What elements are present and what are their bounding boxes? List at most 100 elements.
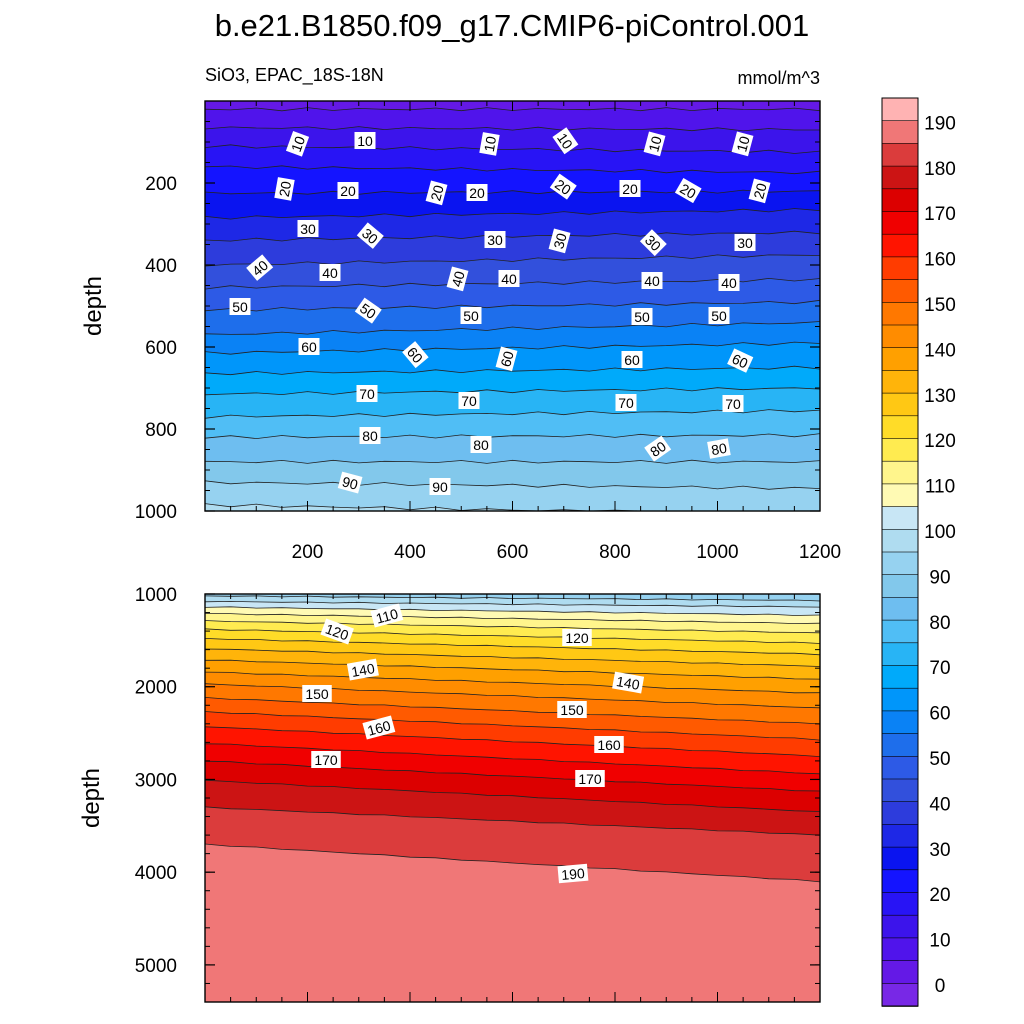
- colorbar-label: 170: [924, 204, 956, 225]
- svg-text:150: 150: [560, 702, 584, 718]
- colorbar-label: 70: [929, 658, 950, 679]
- contour-label: 70: [722, 395, 744, 412]
- x-tick-label: 1000: [696, 542, 738, 563]
- contour-line: [204, 806, 821, 836]
- contour-band: [205, 231, 820, 267]
- contour-band: [205, 743, 820, 791]
- colorbar-label: 10: [929, 931, 950, 952]
- contour-label: 90: [337, 471, 363, 494]
- colorbar-swatch: [881, 846, 919, 871]
- upper-contour-labels: 10 10 10 10 10 10 20 20 20 20 20 20 20 20 30 30 30 30 30 30…: [229, 127, 771, 495]
- contour-label: 50: [229, 298, 251, 315]
- colorbar-swatch: [881, 97, 919, 122]
- contour-band: [205, 278, 820, 311]
- colorbar-swatch: [881, 143, 919, 167]
- svg-text:30: 30: [487, 232, 503, 248]
- y-tick-label: 1000: [135, 502, 177, 523]
- contour-line: [204, 208, 821, 220]
- x-tick-label: 600: [497, 542, 529, 563]
- contour-band: [205, 606, 820, 624]
- contour-line: [204, 144, 821, 154]
- x-tick-label: 800: [599, 542, 631, 563]
- contour-label: 30: [639, 229, 667, 257]
- contour-line: [204, 480, 821, 490]
- y-tick-label: 1000: [135, 585, 177, 606]
- svg-text:70: 70: [725, 396, 741, 412]
- contour-line: [204, 671, 821, 694]
- colorbar-label: 130: [924, 386, 956, 407]
- contour-label: 60: [298, 338, 320, 355]
- svg-text:90: 90: [432, 479, 448, 495]
- contour-band: [205, 649, 820, 680]
- contour-label: 60: [727, 348, 754, 373]
- contour-label: 30: [734, 234, 756, 251]
- subtitle-left: SiO3, EPAC_18S-18N: [205, 65, 384, 86]
- colorbar-label: 90: [929, 567, 950, 588]
- svg-text:10: 10: [481, 135, 499, 153]
- contour-line: [204, 365, 821, 376]
- contour-band: [205, 697, 820, 741]
- contour-line: [204, 638, 821, 656]
- contour-label: 170: [311, 751, 341, 768]
- svg-text:160: 160: [597, 737, 621, 753]
- upper-panel: 10 10 10 10 10 10 20 20 20 20 20 20 20 20 30 30 30 30 30 30…: [80, 100, 841, 563]
- colorbar-swatch: [881, 256, 919, 281]
- svg-text:60: 60: [730, 350, 751, 371]
- svg-text:20: 20: [622, 181, 638, 197]
- colorbar-label: 160: [924, 250, 956, 271]
- contour-band: [205, 638, 820, 667]
- contour-label: 150: [302, 685, 332, 702]
- colorbar-swatch: [881, 642, 919, 667]
- contour-band: [205, 601, 820, 616]
- contour-label: 10: [643, 131, 666, 157]
- svg-text:20: 20: [677, 180, 699, 202]
- contour-line: [204, 606, 821, 616]
- contour-label: 170: [575, 770, 605, 787]
- contour-label: 20: [466, 184, 488, 201]
- contour-label: 40: [498, 270, 520, 287]
- svg-text:10: 10: [733, 134, 753, 153]
- contour-line: [204, 459, 821, 464]
- x-tick-label: 400: [394, 542, 426, 563]
- contour-label: 140: [346, 658, 379, 681]
- svg-text:170: 170: [314, 752, 338, 768]
- contour-label: 120: [562, 629, 592, 646]
- contour-label: 40: [446, 266, 469, 292]
- contour-label: 50: [354, 297, 382, 324]
- colorbar-label: 180: [924, 159, 956, 180]
- svg-text:50: 50: [711, 308, 727, 324]
- colorbar-label: 120: [924, 431, 956, 452]
- colorbar-swatch: [881, 869, 919, 894]
- contour-label: 30: [484, 231, 506, 248]
- contour-line: [204, 254, 821, 267]
- x-tick-label: 1200: [799, 542, 841, 563]
- svg-text:120: 120: [565, 630, 589, 646]
- colorbar-swatch: [881, 710, 919, 735]
- colorbar-swatch: [881, 824, 919, 848]
- colorbar-label: 80: [929, 613, 950, 634]
- contour-label: 50: [708, 307, 730, 324]
- y-tick-label: 400: [145, 256, 177, 277]
- svg-text:10: 10: [288, 134, 308, 154]
- contour-line: [204, 648, 821, 667]
- contour-line: [204, 189, 821, 195]
- colorbar-swatch: [881, 324, 919, 349]
- contour-label: 80: [359, 427, 381, 444]
- colorbar-swatch: [881, 211, 919, 236]
- contour-line: [204, 843, 821, 883]
- colorbar-swatch: [881, 415, 919, 440]
- contour-label: 40: [319, 264, 341, 281]
- svg-text:40: 40: [501, 271, 517, 287]
- svg-text:80: 80: [473, 437, 489, 453]
- svg-text:10: 10: [645, 134, 665, 153]
- colorbar: 1901801701601501401301201101009080706050…: [881, 97, 956, 1007]
- contour-band: [205, 208, 820, 242]
- contour-line: [204, 779, 821, 812]
- contour-band: [205, 409, 820, 439]
- contour-line: [204, 620, 821, 634]
- colorbar-swatch: [881, 914, 919, 939]
- colorbar-swatch: [881, 619, 919, 644]
- contour-band: [205, 107, 820, 131]
- contour-label: 160: [362, 715, 396, 740]
- contour-line: [204, 230, 821, 242]
